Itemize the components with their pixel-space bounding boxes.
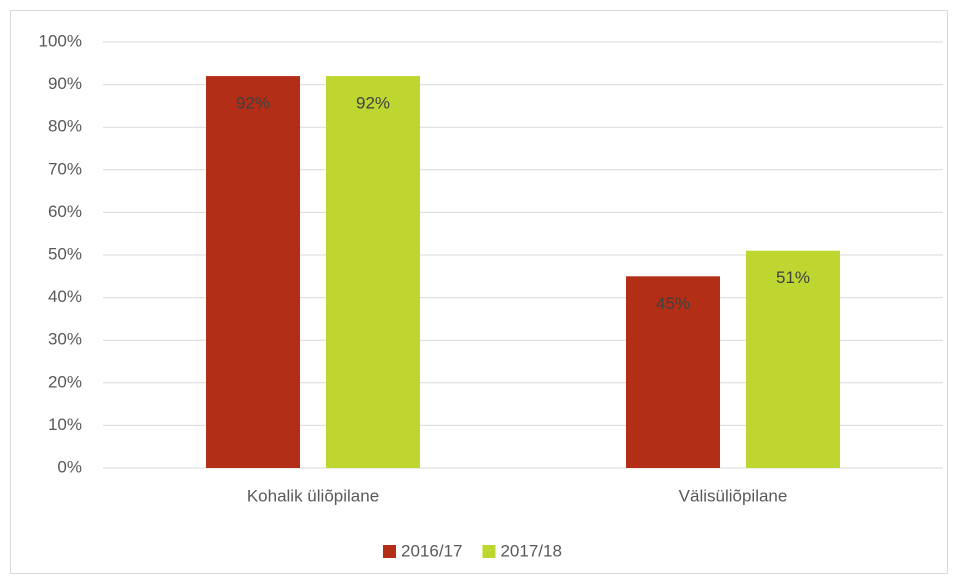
data-label: 92% [236, 94, 270, 113]
bar [746, 250, 840, 468]
y-tick-label: 30% [48, 330, 82, 349]
y-tick-label: 0% [57, 457, 82, 476]
data-label: 92% [356, 94, 390, 113]
y-tick-label: 50% [48, 244, 82, 263]
x-tick-label: Kohalik üliõpilane [247, 486, 379, 505]
y-tick-label: 80% [48, 117, 82, 136]
data-label: 45% [656, 294, 690, 313]
y-tick-label: 10% [48, 415, 82, 434]
bar [326, 76, 420, 468]
y-tick-label: 60% [48, 202, 82, 221]
legend-label: 2016/17 [401, 541, 462, 560]
y-tick-label: 40% [48, 287, 82, 306]
x-tick-label: Välisüliõpilane [679, 486, 788, 505]
legend-label: 2017/18 [500, 541, 561, 560]
legend-swatch [383, 545, 396, 558]
legend-swatch [482, 545, 496, 558]
y-tick-label: 70% [48, 159, 82, 178]
y-tick-label: 20% [48, 372, 82, 391]
bar [206, 76, 300, 468]
y-tick-label: 100% [39, 31, 82, 50]
data-label: 51% [776, 268, 810, 287]
bar [626, 276, 720, 468]
y-tick-label: 90% [48, 74, 82, 93]
